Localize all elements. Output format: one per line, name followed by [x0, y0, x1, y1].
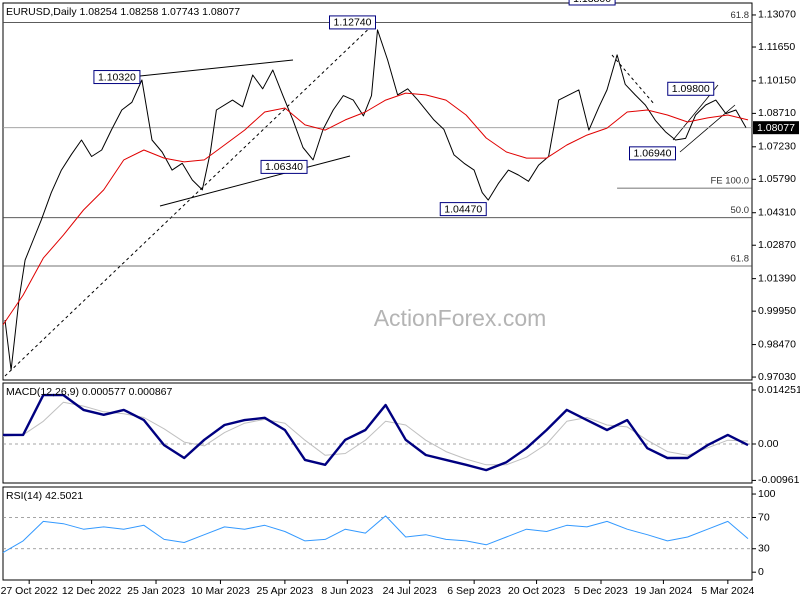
price-label: 1.12740 [334, 17, 372, 29]
x-tick-label: 12 Dec 2022 [62, 585, 122, 597]
y-tick-label: 0 [758, 566, 764, 578]
x-tick-label: 10 Mar 2023 [191, 585, 250, 597]
panel-frame [2, 486, 753, 581]
price-label: 1.13800 [573, 0, 611, 5]
x-tick-label: 25 Jan 2023 [127, 585, 185, 597]
y-tick-label: 100 [758, 488, 776, 500]
y-tick-label: 1.13070 [758, 9, 796, 21]
panel-frame [2, 2, 753, 381]
y-tick-label: 0.98470 [758, 338, 796, 350]
panel-frame [2, 382, 753, 484]
panel-title: EURUSD,Daily 1.08254 1.08258 1.07743 1.0… [6, 6, 240, 18]
price-label: 1.09800 [672, 83, 710, 95]
y-tick-label: 1.04310 [758, 207, 796, 219]
price-label-box [667, 81, 715, 96]
series-line [2, 401, 749, 466]
level-label: 61.8 [731, 10, 750, 21]
y-tick-label: 0.00 [758, 438, 779, 450]
price-label-box [93, 70, 141, 85]
series-line [4, 29, 747, 371]
price-label: 1.04470 [444, 203, 482, 215]
watermark: ActionForex.com [374, 305, 547, 331]
y-tick-label: 70 [758, 511, 770, 523]
y-tick-label: 1.11650 [758, 41, 795, 53]
y-tick-label: -0.009617 [758, 474, 800, 486]
y-tick-label: 1.07230 [758, 141, 796, 153]
x-tick-label: 20 Oct 2023 [508, 585, 565, 597]
trend-line [4, 19, 379, 377]
trend-lines [4, 19, 736, 377]
price-label-box [629, 146, 677, 161]
y-tick-label: 1.01390 [758, 272, 796, 284]
y-tick-label: 1.05790 [758, 173, 796, 185]
y-tick-label: 0.97030 [758, 371, 796, 383]
series-line [2, 92, 749, 326]
level-label: 61.8 [731, 254, 750, 265]
y-tick-label: 0.99950 [758, 305, 796, 317]
panel-title: MACD(12,26,9) 0.000577 0.000867 [6, 386, 173, 398]
trend-line [139, 59, 294, 77]
level-label: FE 100.0 [710, 176, 749, 187]
x-tick-label: 27 Oct 2022 [1, 585, 58, 597]
y-tick-label: 30 [758, 543, 770, 555]
price-label-box [329, 15, 376, 30]
panel-title: RSI(14) 42.5021 [6, 490, 83, 502]
price-label: 1.06340 [265, 161, 303, 173]
y-tick-label: 1.02870 [758, 239, 796, 251]
price-label: 1.06940 [634, 148, 672, 160]
price-label-box [439, 202, 487, 217]
x-tick-label: 5 Mar 2024 [701, 585, 754, 597]
x-tick-label: 19 Jan 2024 [635, 585, 693, 597]
last-price-label: 1.08077 [757, 122, 795, 134]
x-tick-label: 5 Dec 2023 [574, 585, 628, 597]
x-tick-label: 8 Jun 2023 [321, 585, 373, 597]
series-line [2, 515, 749, 554]
price-label-box [568, 0, 616, 6]
y-tick-label: 1.08710 [758, 107, 796, 119]
price-label-box [260, 159, 308, 174]
y-tick-label: 0.014251 [758, 384, 800, 396]
y-tick-label: 1.10150 [758, 75, 796, 87]
x-tick-label: 25 Apr 2023 [257, 585, 314, 597]
trend-line [611, 54, 656, 106]
x-tick-label: 24 Jul 2023 [383, 585, 437, 597]
series-line [3, 393, 749, 472]
price-label: 1.10320 [98, 71, 136, 83]
x-tick-label: 6 Sep 2023 [447, 585, 501, 597]
last-price-box [753, 121, 799, 135]
level-label: 50.0 [731, 205, 750, 216]
